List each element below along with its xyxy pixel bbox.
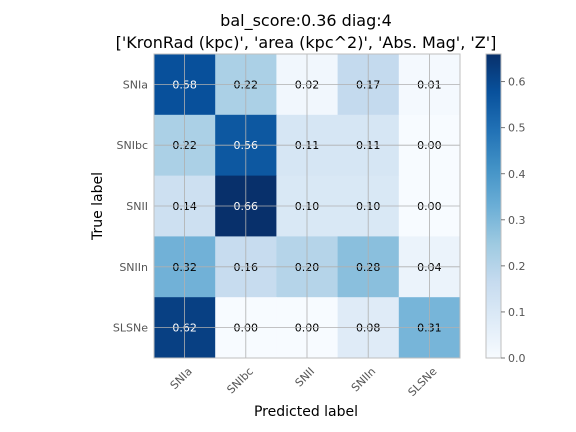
colorbar-tick-label: 0.4 [508,168,526,181]
plot-frame [153,53,461,359]
chart-title-line-1: bal_score:0.36 diag:4 [220,11,392,31]
colorbar-gradient [485,53,502,359]
colorbar-tick-label: 0.1 [508,306,526,319]
y-tick-label: SNII [126,200,148,213]
colorbar-tick-label: 0.2 [508,260,526,273]
y-axis-label: True label [90,172,106,241]
y-tick-label: SNIbc [117,139,149,152]
y-tick-label: SNIa [123,78,148,91]
colorbar-tick-label: 0.6 [508,76,526,89]
grid-lines [154,54,460,358]
x-axis-label: Predicted label [254,404,358,420]
colorbar-tick-label: 0.0 [508,352,526,365]
y-tick-labels: SNIa SNIbc SNII SNIIn SLSNe [113,78,148,334]
y-tick-label: SNIIn [119,261,148,274]
colorbar-tick-label: 0.3 [508,214,526,227]
y-tick-label: SLSNe [113,322,148,335]
colorbar-tick-label: 0.5 [508,122,526,135]
chart-title-line-2: ['KronRad (kpc)', 'area (kpc^2)', 'Abs. … [116,33,497,52]
colorbar: 0.0 0.1 0.2 0.3 0.4 0.5 0.6 [485,53,526,365]
